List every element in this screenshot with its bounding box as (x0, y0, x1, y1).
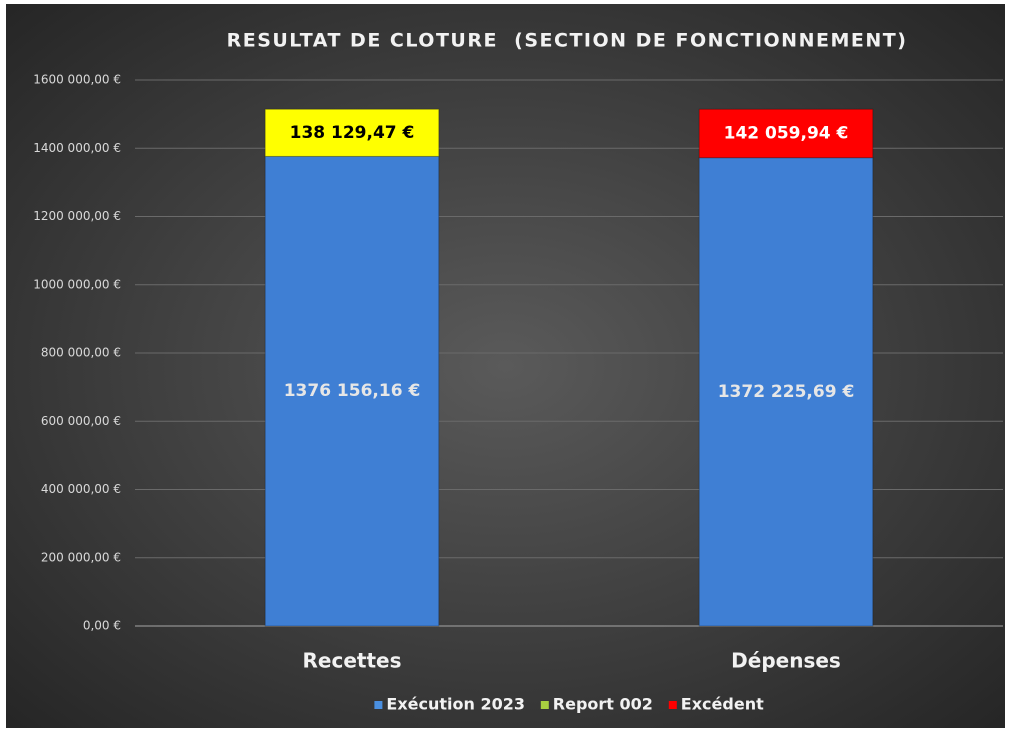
legend-label: Report 002 (553, 695, 653, 714)
y-tick-label: 200 000,00 € (41, 550, 121, 564)
bar-segment (264, 108, 440, 157)
y-tick-label: 800 000,00 € (41, 346, 121, 360)
legend-label: Exécution 2023 (386, 695, 525, 714)
value-label: 142 059,94 € (724, 123, 849, 143)
y-tick-label: 400 000,00 € (41, 482, 121, 496)
y-tick-label: 600 000,00 € (41, 414, 121, 428)
y-tick-label: 1000 000,00 € (33, 277, 121, 291)
legend-swatch (668, 701, 677, 709)
legend-swatch (540, 701, 549, 709)
x-tick-label: Recettes (303, 649, 402, 673)
y-tick-label: 1400 000,00 € (33, 141, 121, 155)
y-tick-label: 0,00 € (83, 619, 121, 633)
y-tick-label: 1200 000,00 € (33, 209, 121, 223)
bar-segment (264, 155, 440, 627)
x-tick-label: Dépenses (731, 649, 841, 673)
value-label: 1372 225,69 € (718, 382, 855, 402)
y-tick-label: 1600 000,00 € (33, 73, 121, 87)
legend-label: Excédent (681, 695, 764, 714)
legend-swatch (374, 701, 383, 709)
bar-segment (698, 108, 874, 159)
value-label: 1376 156,16 € (284, 381, 421, 401)
value-label: 138 129,47 € (290, 123, 415, 143)
chart-title: RESULTAT DE CLOTURE (SECTION DE FONCTION… (227, 30, 908, 52)
